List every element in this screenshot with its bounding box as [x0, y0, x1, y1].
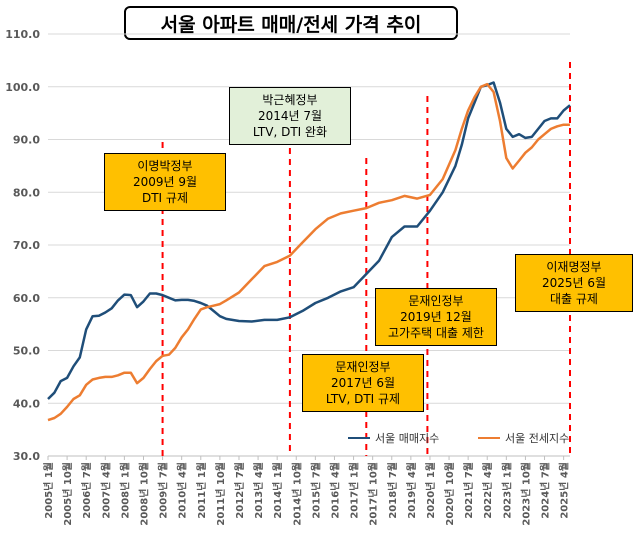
annotation-event-2-line-0: 문재인정부	[335, 360, 391, 374]
y-tick-label: 80.0	[13, 186, 40, 199]
annotation-event-4: 이재명정부 2025년 6월 대출 규제	[515, 254, 633, 312]
x-tick-label: 2007년 4월	[99, 462, 112, 519]
x-tick-label: 2005년 10월	[61, 462, 74, 526]
x-tick-label: 2014년 10월	[290, 462, 303, 526]
annotation-event-4-line-2: 대출 규제	[550, 292, 598, 306]
annotation-event-3-line-1: 2019년 12월	[400, 310, 472, 324]
series-line-1	[47, 82, 570, 422]
x-tick-label: 2018년 7월	[386, 462, 399, 519]
x-tick-label: 2013년 4월	[252, 462, 265, 519]
x-tick-label: 2020년 10월	[443, 462, 456, 526]
annotation-event-1-line-2: LTV, DTI 완화	[252, 125, 328, 139]
x-tick-label: 2010년 4월	[176, 462, 189, 519]
annotation-event-2: 문재인정부 2017년 6월 LTV, DTI 규제	[302, 354, 424, 412]
legend-label-jeonse: 서울 전세지수	[505, 432, 570, 445]
legend-item-jeonse: 서울 전세지수	[478, 430, 569, 446]
annotation-event-0-line-1: 2009년 9월	[132, 175, 198, 189]
x-tick-label: 2009년 7월	[157, 462, 170, 519]
y-tick-label: 50.0	[13, 345, 40, 358]
series-lines	[47, 81, 571, 422]
annotation-event-3: 문재인정부 2019년 12월 고가주택 대출 제한	[375, 288, 497, 346]
annotation-event-3-line-0: 문재인정부	[408, 294, 464, 308]
x-tick-label: 2015년 7월	[309, 462, 322, 519]
annotation-event-0-line-0: 이명박정부	[137, 159, 193, 173]
annotation-event-1-line-1: 2014년 7월	[257, 109, 323, 123]
x-tick-label: 2014년 1월	[271, 462, 284, 519]
y-tick-label: 30.0	[13, 450, 40, 463]
x-tick-label: 2005년 1월	[42, 462, 55, 519]
annotation-event-0: 이명박정부 2009년 9월 DTI 규제	[104, 153, 226, 211]
series-line-0	[47, 81, 571, 400]
y-tick-label: 40.0	[13, 397, 40, 410]
x-tick-label: 2021년 7월	[462, 462, 475, 519]
y-tick-label: 60.0	[13, 292, 40, 305]
x-tick-label: 2008년 10월	[137, 462, 150, 526]
annotation-event-0-line-2: DTI 규제	[141, 191, 188, 205]
y-tick-label: 110.0	[5, 28, 40, 41]
x-tick-label: 2016년 4월	[328, 462, 341, 519]
x-tick-label: 2020년 1월	[424, 462, 437, 519]
annotation-event-3-line-2: 고가주택 대출 제한	[388, 326, 484, 340]
x-tick-label: 2006년 7월	[80, 462, 93, 519]
x-tick-label: 2023년 1월	[500, 462, 513, 519]
x-tick-label: 2023년 10월	[519, 462, 532, 526]
annotation-event-2-line-2: LTV, DTI 규제	[325, 392, 401, 406]
x-tick-label: 2019년 4월	[405, 462, 418, 519]
annotation-event-1: 박근혜정부 2014년 7월 LTV, DTI 완화	[229, 87, 351, 145]
x-tick-label: 2024년 7월	[539, 462, 552, 519]
x-tick-label: 2011년 10월	[214, 462, 227, 526]
legend-item-sale: 서울 매매지수	[348, 430, 439, 446]
x-tick-label: 2017년 1월	[348, 462, 361, 519]
y-tick-label: 70.0	[13, 239, 40, 252]
annotation-event-4-line-1: 2025년 6월	[541, 276, 607, 290]
y-tick-label: 90.0	[13, 134, 40, 147]
x-tick-label: 2011년 1월	[195, 462, 208, 519]
annotation-event-4-line-0: 이재명정부	[546, 260, 602, 274]
legend-label-sale: 서울 매매지수	[375, 432, 440, 445]
legend-swatch-sale	[348, 437, 370, 439]
x-axis: 2005년 1월 2005년 10월 2006년 7월 2007년 4월 2008년 1…	[42, 455, 571, 526]
x-tick-label: 2012년 7월	[233, 462, 246, 519]
x-tick-label: 2025년 4월	[558, 462, 571, 519]
x-tick-label: 2008년 1월	[118, 462, 131, 519]
annotation-event-2-line-1: 2017년 6월	[330, 376, 396, 390]
annotation-event-1-line-0: 박근혜정부	[262, 93, 318, 107]
y-tick-label: 100.0	[5, 81, 40, 94]
x-tick-label: 2017년 10월	[367, 462, 380, 526]
legend-swatch-jeonse	[478, 437, 500, 439]
x-tick-label: 2022년 4월	[481, 462, 494, 519]
y-axis: 110.0 100.0 90.0 80.0 70.0 60.0 50.0 40.0 30.0	[5, 28, 40, 463]
